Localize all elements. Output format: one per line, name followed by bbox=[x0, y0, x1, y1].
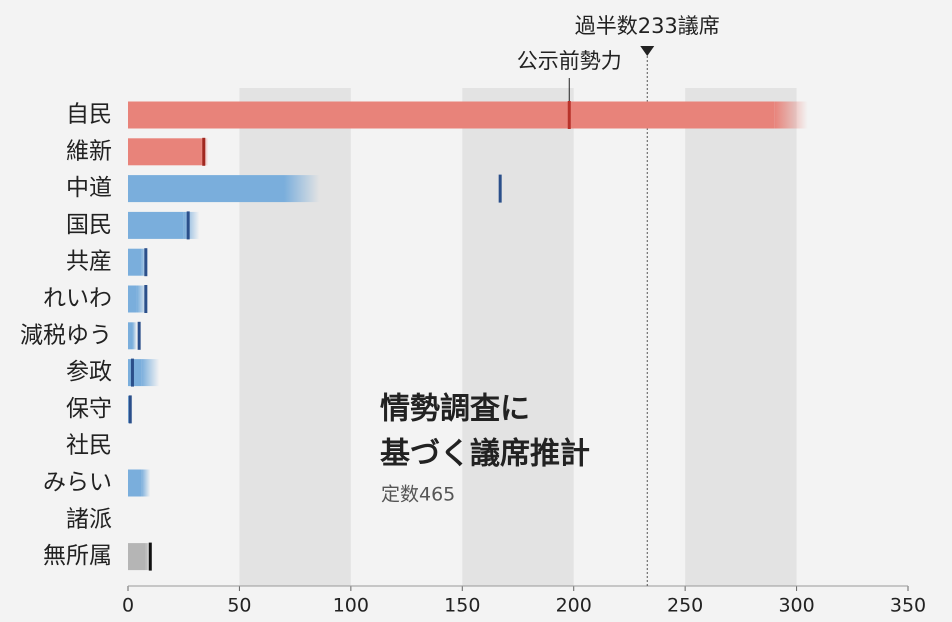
grid-band bbox=[239, 88, 351, 586]
x-tick-label: 50 bbox=[227, 595, 251, 617]
bar-range bbox=[284, 175, 320, 203]
x-tick-label: 150 bbox=[444, 595, 480, 617]
y-tick-label: 社民 bbox=[66, 433, 112, 459]
y-tick-label: 自民 bbox=[66, 102, 112, 128]
prior-marker bbox=[137, 321, 141, 350]
x-tick-label: 250 bbox=[667, 595, 703, 617]
title-line: 情勢調査に bbox=[380, 392, 530, 427]
bar-range bbox=[145, 543, 151, 571]
y-tick-label: 中道 bbox=[66, 175, 112, 201]
x-tick-label: 200 bbox=[556, 595, 592, 617]
x-tick-label: 350 bbox=[890, 595, 926, 617]
prior-marker bbox=[567, 101, 571, 129]
prior-label: 公示前勢力 bbox=[517, 49, 622, 73]
y-tick-label: 国民 bbox=[66, 212, 112, 238]
prior-marker bbox=[144, 248, 148, 277]
bar-range bbox=[141, 359, 160, 387]
bar-solid bbox=[128, 248, 142, 276]
prior-marker bbox=[498, 174, 502, 203]
bar-range bbox=[132, 322, 137, 350]
y-tick-label: 参政 bbox=[66, 359, 112, 385]
x-tick-label: 100 bbox=[333, 595, 369, 617]
prior-marker bbox=[144, 285, 148, 313]
bar-range bbox=[136, 285, 149, 313]
prior-marker bbox=[148, 542, 152, 571]
title-line: 基づく議席推計 bbox=[380, 437, 590, 472]
bar-solid bbox=[128, 175, 284, 203]
grid-band bbox=[462, 88, 574, 586]
bar-solid bbox=[128, 322, 133, 350]
bar-solid bbox=[128, 211, 184, 239]
x-tick-label: 300 bbox=[778, 595, 814, 617]
prior-marker bbox=[202, 137, 206, 166]
grid-band bbox=[685, 88, 797, 586]
y-tick-label: みらい bbox=[43, 470, 112, 496]
prior-marker bbox=[186, 211, 190, 240]
bar-solid bbox=[128, 543, 146, 571]
y-tick-label: 無所属 bbox=[43, 543, 112, 569]
bar-range bbox=[141, 469, 151, 497]
y-tick-label: 諸派 bbox=[66, 506, 112, 532]
prior-marker bbox=[130, 358, 134, 387]
y-tick-label: 共産 bbox=[66, 249, 112, 275]
prior-marker bbox=[128, 395, 132, 424]
bar-solid bbox=[128, 359, 142, 387]
y-tick-label: 維新 bbox=[66, 138, 112, 164]
bar-range bbox=[774, 101, 808, 129]
majority-arrow bbox=[640, 46, 655, 56]
x-tick-label: 0 bbox=[122, 595, 134, 617]
bar-solid bbox=[128, 101, 775, 129]
y-tick-label: れいわ bbox=[43, 286, 112, 312]
y-tick-label: 減税ゆう bbox=[20, 322, 112, 348]
bar-range bbox=[183, 211, 200, 239]
bar-solid bbox=[128, 469, 142, 497]
subtitle: 定数465 bbox=[381, 484, 455, 506]
y-tick-label: 保守 bbox=[66, 396, 112, 422]
bar-solid bbox=[128, 138, 202, 166]
bar-solid bbox=[128, 285, 137, 313]
majority-label: 過半数233議席 bbox=[575, 14, 720, 38]
